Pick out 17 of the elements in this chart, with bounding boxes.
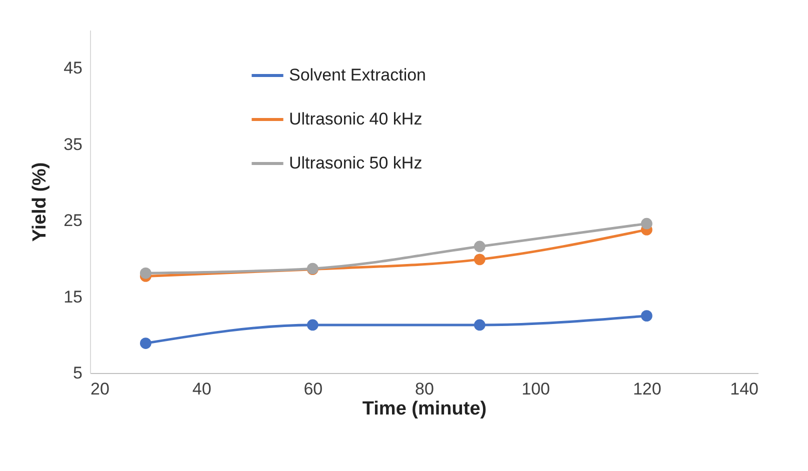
legend-label: Ultrasonic 50 kHz	[289, 154, 422, 172]
x-axis-title: Time (minute)	[362, 398, 487, 420]
x-tick-label: 20	[90, 380, 110, 398]
y-axis-title: Yield (%)	[30, 162, 51, 242]
y-tick-label: 15	[64, 287, 82, 306]
x-tick-label: 120	[632, 380, 662, 398]
x-tick-label: 80	[415, 380, 434, 398]
x-tick-label: 60	[304, 380, 323, 398]
x-tick-label: 40	[192, 380, 212, 398]
y-tick-label: 45	[64, 58, 82, 78]
y-tick-label: 25	[64, 211, 82, 230]
legend-label: Solvent Extraction	[289, 66, 426, 84]
y-tick-label: 5	[73, 364, 82, 382]
x-tick-label: 100	[522, 380, 550, 398]
legend-label: Ultrasonic 40 kHz	[289, 110, 422, 128]
y-tick-label: 35	[64, 134, 82, 154]
x-tick-label: 140	[730, 380, 758, 398]
